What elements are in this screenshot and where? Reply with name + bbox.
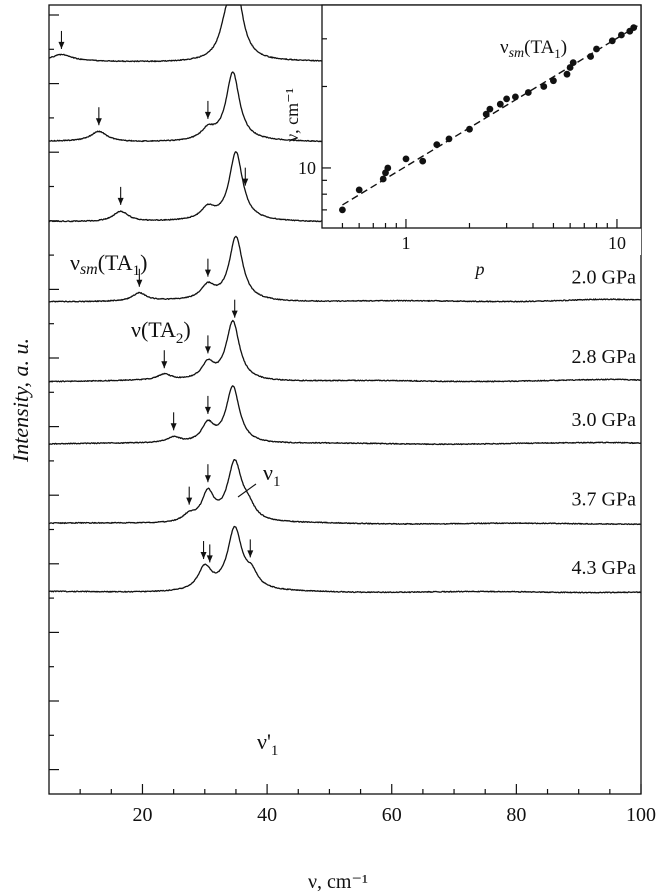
peak-arrows xyxy=(58,30,254,563)
spectrum-trace xyxy=(48,319,642,383)
inset-x-tick-label: 1 xyxy=(401,233,410,253)
inset-data-point xyxy=(630,24,638,31)
spectrum-trace xyxy=(48,235,642,303)
inset-data-point xyxy=(379,175,387,183)
pressure-label: 4.3 GPa xyxy=(572,557,637,579)
inset-data-point xyxy=(608,37,616,45)
main-x-axis-title: ν, cm⁻¹ xyxy=(308,871,368,893)
spectrum-trace xyxy=(48,385,642,446)
inset-data-point xyxy=(445,135,453,143)
inset-series-label: νsm(TA1) xyxy=(500,37,567,61)
peak-arrow-head xyxy=(117,197,124,205)
inset-data-point xyxy=(550,77,557,85)
pressure-label: 3.7 GPa xyxy=(572,489,637,511)
inset-data-point xyxy=(563,70,571,78)
inset-data-point xyxy=(569,59,577,66)
nu1-leader-line xyxy=(237,483,257,498)
main-y-axis xyxy=(49,14,59,771)
inset-axes: 1 10 10 xyxy=(298,38,626,253)
inset-data-point xyxy=(339,206,346,214)
x-tick-label: 40 xyxy=(257,804,277,826)
peak-arrow-head xyxy=(206,555,213,563)
spectrum-trace xyxy=(48,459,642,526)
inset-data-point xyxy=(496,100,504,108)
peak-arrow-head xyxy=(231,310,238,318)
annotation-nu1: ν1 xyxy=(263,460,280,490)
inset-data-point xyxy=(503,95,510,103)
x-tick-label: 20 xyxy=(132,804,152,826)
inset-y-axis-title: ν, cm⁻¹ xyxy=(282,88,302,142)
inset-data-point xyxy=(419,157,427,165)
peak-arrow-head xyxy=(95,118,102,126)
inset-data-point xyxy=(402,155,410,163)
peak-arrow-head xyxy=(204,475,211,483)
pressure-label: 2.8 GPa xyxy=(572,346,637,368)
inset-frame xyxy=(321,4,642,229)
inset-data-point xyxy=(384,164,392,172)
x-tick-label: 60 xyxy=(382,804,402,826)
inset-x-axis-title: p xyxy=(474,259,485,279)
spectrum-trace xyxy=(48,525,642,594)
inset-data-point xyxy=(593,45,600,53)
peak-arrow-head xyxy=(186,497,193,505)
pressure-label: 3.0 GPa xyxy=(572,409,637,431)
inset-data-point xyxy=(482,110,490,118)
inset-data-point xyxy=(524,89,532,96)
annotation-nu1-prime: ν'1 xyxy=(257,729,278,759)
inset-data-point xyxy=(540,83,548,90)
inset-data-point xyxy=(587,53,594,60)
annotation-tasm: νsm(TA1) xyxy=(70,250,147,279)
inset-background xyxy=(322,5,641,255)
inset-y-tick-label: 10 xyxy=(298,158,316,178)
main-x-axis: 20 40 60 80 100 xyxy=(79,784,656,826)
inset-data-point xyxy=(512,93,519,101)
inset-data-point xyxy=(433,141,441,149)
inset-data-point xyxy=(486,105,494,113)
inset-data-point xyxy=(355,186,363,194)
inset-data-point xyxy=(618,31,625,39)
inset-data-point xyxy=(466,125,473,133)
pressure-label: 2.0 GPa xyxy=(572,266,637,288)
peak-arrow-head xyxy=(200,552,207,560)
peak-arrow-head xyxy=(242,178,249,186)
x-tick-label: 80 xyxy=(506,804,526,826)
peak-arrow-head xyxy=(58,41,65,49)
peak-arrow-head xyxy=(204,111,211,119)
inset-x-tick-label: 10 xyxy=(608,233,626,253)
peak-arrow-head xyxy=(247,550,254,558)
annotation-ta2: ν(TA2) xyxy=(131,317,191,347)
x-tick-label: 100 xyxy=(626,804,656,826)
inset-data-point xyxy=(566,64,574,71)
inset-data-points xyxy=(339,24,638,214)
peak-arrow-head xyxy=(170,423,177,431)
peak-arrow-head xyxy=(204,269,211,277)
peak-arrow-head xyxy=(161,361,168,369)
peak-arrow-head xyxy=(204,346,211,354)
inset-plot: 1 10 10 νsm(TA1) p ν, cm⁻¹ xyxy=(282,4,642,279)
main-y-axis-title: Intensity, a. u. xyxy=(8,338,33,463)
peak-arrow-head xyxy=(136,279,143,287)
peak-arrow-head xyxy=(204,406,211,414)
